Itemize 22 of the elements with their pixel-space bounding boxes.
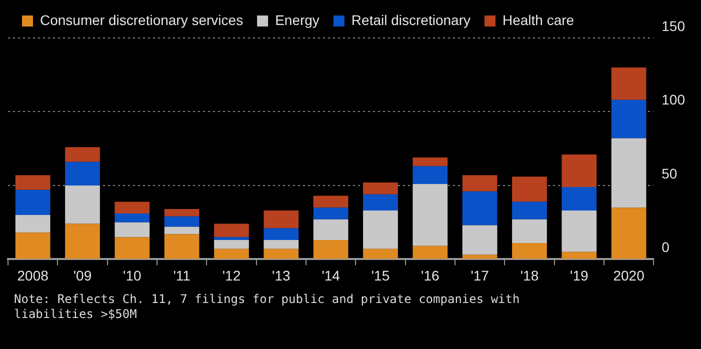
legend-label: Consumer discretionary services	[40, 12, 244, 28]
legend-label: Retail discretionary	[351, 12, 470, 28]
x-tick-label: '11	[173, 267, 191, 284]
y-tick-label: 150	[662, 18, 686, 34]
x-tick-label: '14	[322, 267, 340, 284]
x-tick-label: '13	[272, 267, 290, 284]
x-tick-label: '17	[470, 267, 490, 284]
text: Note: Reflects Ch. 11, 7 filings for public and private companies with liabilities >$50M	[14, 292, 521, 322]
x-tick-label: 2020	[613, 267, 645, 284]
x-tick-label: '15	[371, 267, 390, 284]
legend-label: Health care	[502, 12, 574, 28]
x-tick-label: '12	[222, 267, 241, 284]
x-tick-label: 2008	[17, 267, 49, 284]
x-tick-label: '09	[73, 267, 92, 284]
x-tick-label: '10	[123, 267, 142, 284]
x-tick-label: '19	[570, 267, 588, 284]
x-tick-label: '16	[421, 267, 440, 284]
y-tick-label: 50	[662, 165, 678, 182]
x-tick-label: '18	[520, 267, 539, 284]
y-tick-label: 100	[662, 92, 686, 108]
legend-label: Energy	[275, 12, 320, 28]
y-tick-label: 0	[662, 239, 670, 256]
